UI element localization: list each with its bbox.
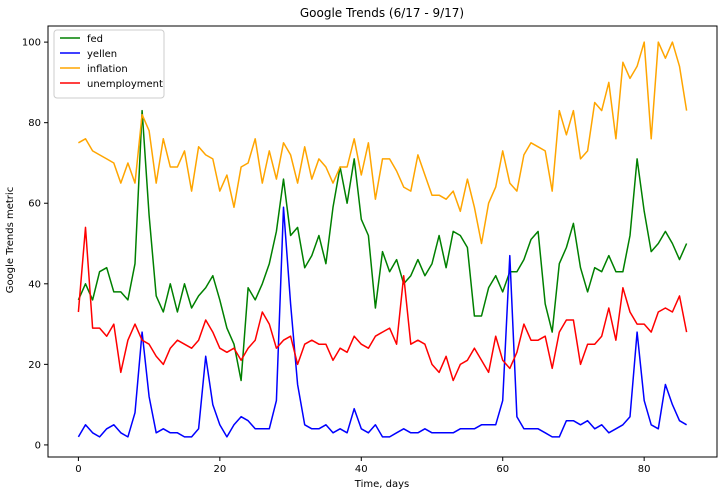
y-tick-label: 100 (22, 38, 41, 49)
legend-label-unemployment: unemployment (87, 79, 163, 90)
axes-frame (47, 25, 718, 458)
series-line-unemployment (77, 226, 688, 382)
chart-title: Google Trends (6/17 - 9/17) (300, 6, 464, 20)
legend-label-inflation: inflation (87, 64, 128, 75)
y-tick-label: 60 (28, 199, 41, 210)
x-tick-label: 20 (213, 464, 226, 475)
series-line-yellen (77, 206, 687, 438)
x-tick-label: 0 (75, 464, 81, 475)
y-tick-label: 40 (28, 279, 41, 290)
legend-box (53, 29, 165, 99)
y-tick-label: 0 (35, 440, 41, 451)
y-axis-label: Google Trends metric (5, 187, 16, 293)
legend: fed yellen inflation unemployment (53, 29, 165, 99)
series-line-inflation (78, 41, 688, 245)
x-axis-label: Time, days (354, 479, 409, 490)
legend-label-yellen: yellen (87, 49, 117, 60)
series-layer (77, 41, 688, 438)
axes-layer: 0 20 40 60 80 0 20 40 60 80 100 (22, 25, 718, 475)
y-tick-label: 20 (28, 360, 41, 371)
y-tick-label: 80 (28, 118, 41, 129)
x-tick-label: 80 (638, 464, 651, 475)
x-tick-label: 40 (355, 464, 368, 475)
x-tick-label: 60 (496, 464, 509, 475)
series-line-fed (77, 109, 688, 382)
legend-label-fed: fed (87, 34, 103, 45)
